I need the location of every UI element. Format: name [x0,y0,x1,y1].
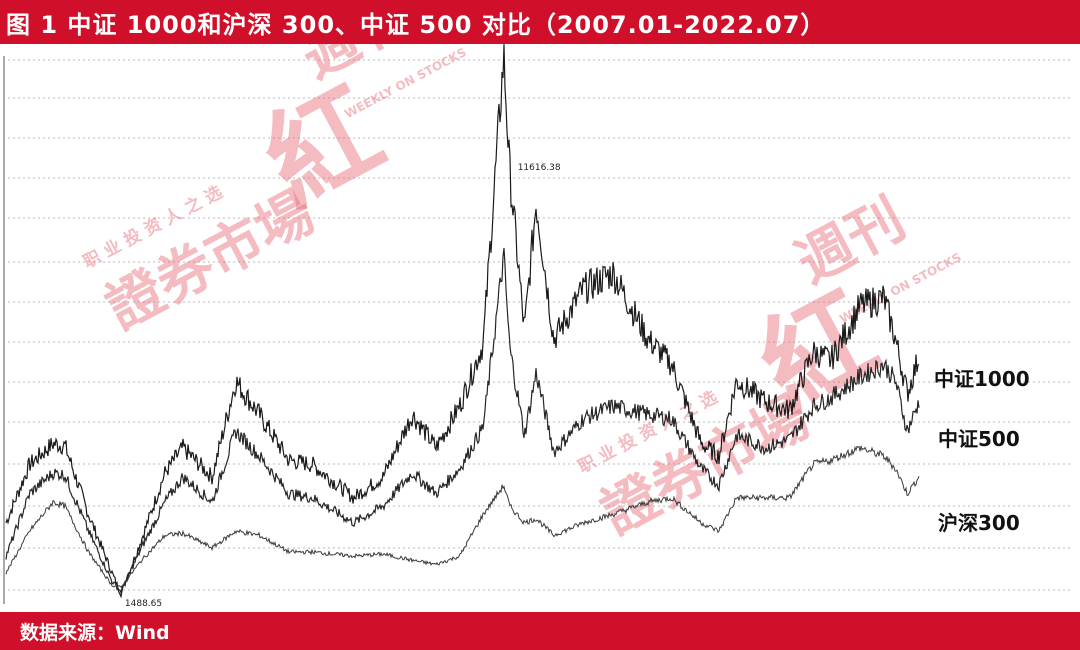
title-bar: 图 1 中证 1000和沪深 300、中证 500 对比（2007.01-202… [0,0,1080,44]
chart-title: 图 1 中证 1000和沪深 300、中证 500 对比（2007.01-202… [6,10,826,39]
watermark-weekly-cn: 週刊 [786,186,915,296]
footer-bar: 数据来源：Wind [0,612,1080,650]
series-line-csi1000 [5,44,920,599]
annotation-label: 1488.65 [125,599,162,609]
annotations: 11616.38 1488.65 [125,163,561,609]
series-line-csi300 [5,445,920,588]
series-line-csi500 [5,247,920,595]
source-note: 数据来源：Wind [20,621,170,644]
watermark-right: 职 业 投 资 人 之 选 證券市場 紅 週刊 WEEKLY ON STOCKS [575,186,964,547]
series-layer [5,44,920,599]
gridlines [8,59,1070,591]
label-csi300: 沪深300 [938,511,1020,535]
chart: 职 业 投 资 人 之 选 證券市場 紅 週刊 WEEKLY ON STOCKS… [3,44,1070,609]
watermark-left: 职 业 投 资 人 之 选 證券市場 紅 週刊 WEEKLY ON STOCKS [80,44,469,342]
annotation-label: 11616.38 [518,163,561,173]
label-csi1000: 中证1000 [934,367,1030,391]
label-csi500: 中证500 [938,427,1020,451]
